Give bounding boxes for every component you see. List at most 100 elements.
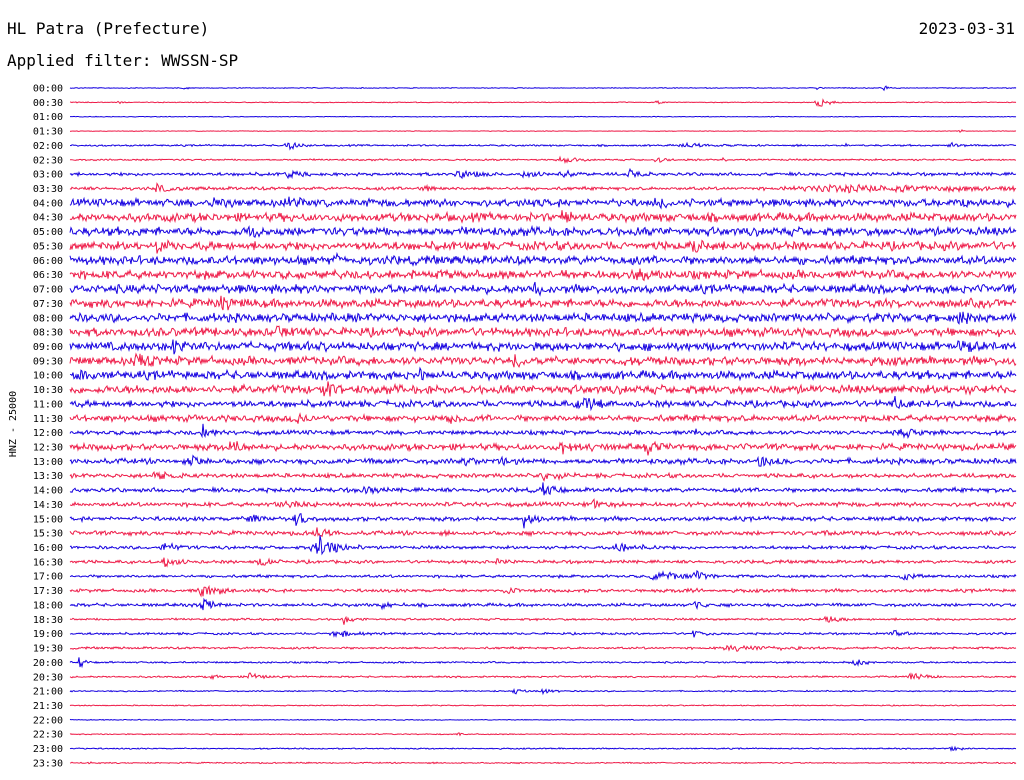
station-title: HL Patra (Prefecture) — [7, 19, 210, 38]
time-tick-label: 07:00 — [33, 285, 63, 296]
time-tick-label: 07:30 — [33, 299, 63, 310]
trace-line — [69, 513, 1017, 529]
time-tick-label: 19:00 — [33, 629, 63, 640]
time-tick-label: 03:30 — [33, 184, 63, 195]
time-tick-label: 06:00 — [33, 256, 63, 267]
time-tick-label: 22:00 — [33, 715, 63, 726]
trace-line — [69, 352, 1017, 369]
trace-line — [69, 470, 1017, 482]
trace-line — [69, 584, 1017, 598]
time-tick-label: 21:30 — [33, 701, 63, 712]
trace-line — [69, 423, 1017, 439]
trace-line — [69, 745, 1017, 752]
trace-line — [69, 141, 1017, 151]
time-tick-label: 00:00 — [33, 84, 63, 95]
trace-group: 00:00 00:30 01:00 01:30 02:00 02:30 03:00 03:30… — [33, 84, 1017, 769]
trace-line — [69, 210, 1017, 224]
time-tick-label: 19:30 — [33, 644, 63, 655]
time-tick-label: 22:30 — [33, 730, 63, 741]
time-tick-label: 09:30 — [33, 356, 63, 367]
filter-label: Applied filter: WWSSN-SP — [7, 51, 239, 70]
y-axis-label: HNZ - 25000 — [8, 391, 19, 457]
trace-line — [70, 115, 1017, 118]
trace-line — [69, 182, 1017, 194]
trace-line — [69, 155, 1017, 165]
trace-line — [69, 239, 1017, 254]
time-tick-label: 06:30 — [33, 270, 63, 281]
trace-line — [69, 569, 1017, 581]
trace-line — [69, 224, 1017, 238]
time-tick-label: 11:00 — [33, 399, 63, 410]
time-tick-label: 12:00 — [33, 428, 63, 439]
time-tick-label: 23:00 — [33, 744, 63, 755]
trace-line — [69, 440, 1017, 456]
trace-line — [69, 718, 1017, 721]
trace-line — [69, 98, 1017, 107]
trace-line — [69, 381, 1017, 397]
time-tick-label: 13:30 — [33, 471, 63, 482]
trace-line — [69, 704, 1017, 707]
date-label: 2023-03-31 — [918, 19, 1015, 38]
trace-line — [69, 268, 1017, 282]
time-tick-label: 18:30 — [33, 615, 63, 626]
time-tick-label: 16:30 — [33, 557, 63, 568]
trace-line — [69, 482, 1017, 496]
trace-line — [69, 615, 1017, 625]
trace-line — [69, 687, 1017, 696]
trace-line — [69, 251, 1017, 267]
time-tick-label: 21:00 — [33, 687, 63, 698]
trace-line — [69, 597, 1017, 611]
time-tick-label: 09:00 — [33, 342, 63, 353]
trace-line — [69, 657, 1017, 669]
trace-line — [69, 732, 1017, 737]
time-tick-label: 14:30 — [33, 500, 63, 511]
time-tick-label: 20:00 — [33, 658, 63, 669]
trace-line — [69, 167, 1017, 180]
time-tick-label: 05:00 — [33, 227, 63, 238]
time-tick-label: 16:00 — [33, 543, 63, 554]
trace-line — [69, 761, 1017, 765]
trace-line — [69, 281, 1017, 297]
time-tick-label: 08:00 — [33, 313, 63, 324]
time-tick-label: 08:30 — [33, 328, 63, 339]
trace-line — [69, 454, 1017, 467]
trace-line — [69, 644, 1017, 652]
trace-line — [69, 672, 1017, 681]
trace-line — [69, 85, 1017, 92]
time-tick-label: 01:00 — [33, 112, 63, 123]
time-tick-label: 20:30 — [33, 672, 63, 683]
time-tick-label: 05:30 — [33, 241, 63, 252]
time-tick-label: 02:00 — [33, 141, 63, 152]
time-tick-label: 00:30 — [33, 98, 63, 109]
time-tick-label: 11:30 — [33, 414, 63, 425]
time-tick-label: 15:30 — [33, 529, 63, 540]
time-tick-label: 10:30 — [33, 385, 63, 396]
trace-line — [69, 395, 1017, 412]
trace-line — [69, 366, 1017, 382]
time-tick-label: 13:00 — [33, 457, 63, 468]
trace-line — [69, 412, 1017, 424]
time-tick-label: 02:30 — [33, 155, 63, 166]
time-tick-label: 23:30 — [33, 758, 63, 769]
trace-line — [69, 557, 1017, 568]
time-tick-label: 14:00 — [33, 486, 63, 497]
trace-line — [69, 129, 1017, 133]
time-tick-label: 17:00 — [33, 572, 63, 583]
time-tick-label: 12:30 — [33, 443, 63, 454]
time-tick-label: 01:30 — [33, 127, 63, 138]
trace-line — [69, 629, 1017, 638]
time-tick-label: 17:30 — [33, 586, 63, 597]
time-tick-label: 03:00 — [33, 170, 63, 181]
trace-line — [69, 325, 1017, 339]
time-tick-label: 04:00 — [33, 198, 63, 209]
trace-line — [69, 339, 1017, 355]
trace-line — [69, 527, 1017, 538]
trace-line — [69, 295, 1017, 311]
time-tick-label: 10:00 — [33, 371, 63, 382]
trace-line — [69, 535, 1017, 556]
time-tick-label: 04:30 — [33, 213, 63, 224]
trace-line — [69, 311, 1017, 325]
time-tick-label: 15:00 — [33, 514, 63, 525]
trace-line — [69, 196, 1017, 210]
